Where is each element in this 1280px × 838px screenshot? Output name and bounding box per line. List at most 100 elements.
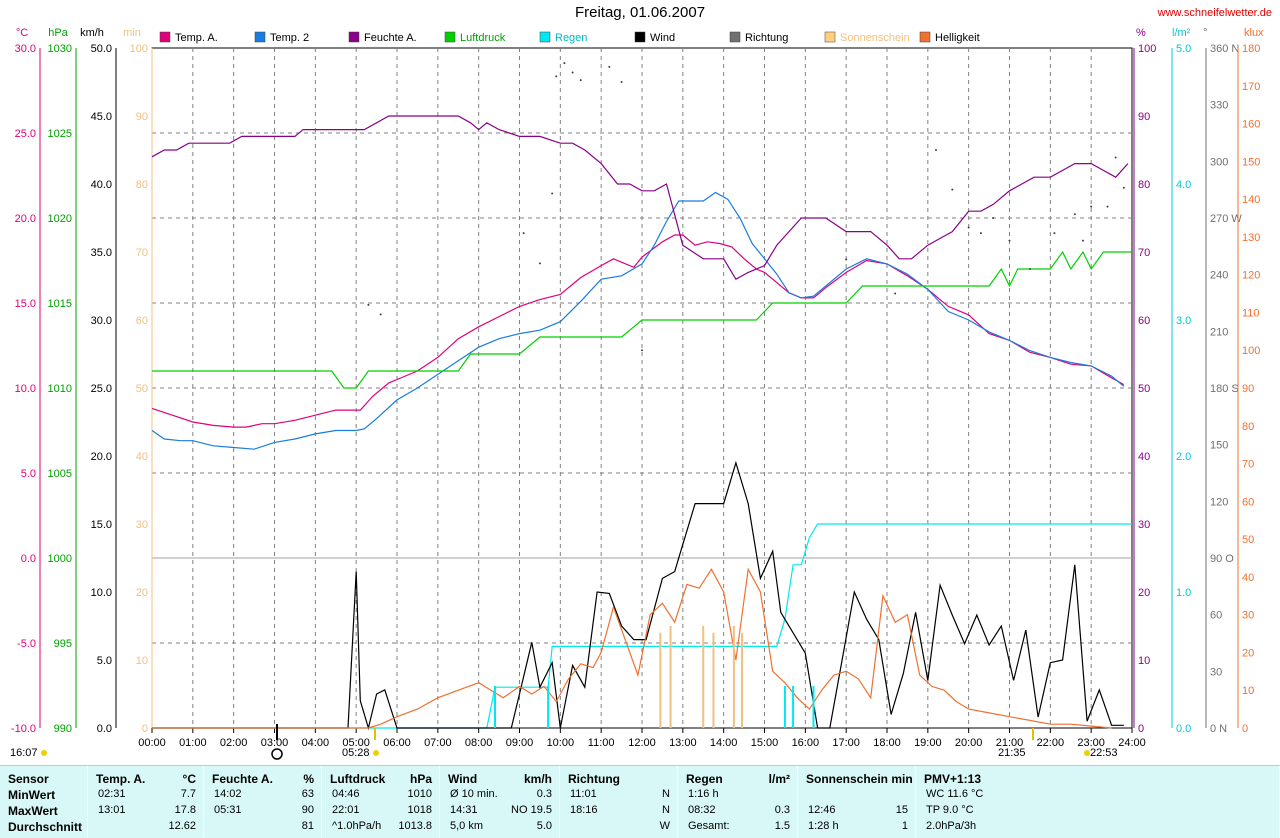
axis-tick-sun: 50 — [136, 383, 148, 395]
direction-point — [894, 292, 897, 295]
x-tick-label: 01:00 — [179, 737, 207, 749]
x-tick-label: 15:00 — [751, 737, 779, 749]
axis-label-lux: klux — [1244, 27, 1264, 39]
cell-time: Gesamt: — [688, 820, 730, 832]
moonset-icon — [1084, 750, 1090, 756]
axis-tick-wind: 25.0 — [91, 383, 112, 395]
direction-point — [538, 262, 541, 265]
legend-item: Luftdruck — [460, 32, 506, 44]
legend-swatch — [824, 31, 836, 43]
direction-point — [979, 232, 982, 235]
table-column — [798, 766, 916, 838]
cell-time: TP 9.0 °C — [926, 804, 974, 816]
axis-tick-hum: 30 — [1138, 519, 1150, 531]
axis-tick-temp: 25.0 — [15, 128, 36, 140]
cell-time: 1:28 h — [808, 820, 839, 832]
x-tick-label: 19:00 — [914, 737, 942, 749]
axis-tick-lux: 120 — [1242, 270, 1260, 282]
direction-point — [620, 81, 623, 83]
axis-tick-lux: 110 — [1242, 307, 1260, 319]
x-tick-label: 16:00 — [792, 737, 820, 749]
axis-tick-hum: 40 — [1138, 451, 1150, 463]
cell-value: 15 — [895, 804, 908, 816]
axis-tick-temp: 15.0 — [15, 298, 36, 310]
table-column — [0, 766, 88, 838]
axis-tick-lux: 170 — [1242, 81, 1260, 93]
axis-label-wind: km/h — [80, 27, 104, 39]
site-url[interactable]: www.schneifelwetter.de — [1157, 7, 1272, 19]
axis-tick-sun: 80 — [136, 179, 148, 191]
axis-tick-temp: -10.0 — [11, 723, 36, 735]
axis-tick-dir: 210 — [1210, 326, 1228, 338]
cell-time: WC 11.6 °C — [926, 788, 984, 800]
axis-tick-lux: 50 — [1242, 534, 1254, 546]
axis-tick-hum: 80 — [1138, 179, 1150, 191]
axis-label-rain: l/m² — [1172, 27, 1191, 39]
axis-tick-sun: 40 — [136, 451, 148, 463]
axis-tick-wind: 35.0 — [91, 247, 112, 259]
table-column — [440, 766, 560, 838]
legend-swatch — [348, 31, 360, 43]
direction-point — [935, 149, 937, 151]
column-header: Sonnenschein min — [806, 772, 913, 786]
cell-value: 1018 — [407, 804, 432, 816]
legend-item: Temp. A. — [175, 32, 218, 44]
cell-value: 5.0 — [536, 820, 552, 832]
axis-tick-lux: 140 — [1242, 194, 1260, 206]
cell-value: 1010 — [407, 788, 432, 800]
column-header: Richtung — [568, 772, 620, 786]
direction-point — [571, 71, 574, 74]
x-tick-label: 23:00 — [1077, 737, 1105, 749]
x-tick-label: 18:00 — [873, 737, 901, 749]
legend-swatch — [254, 31, 266, 43]
direction-point — [1122, 186, 1125, 189]
axis-tick-press: 1020 — [48, 213, 72, 225]
axis-tick-press: 1030 — [48, 43, 72, 55]
column-unit: km/h — [523, 772, 552, 786]
axis-tick-lux: 60 — [1242, 496, 1254, 508]
x-tick-label: 02:00 — [220, 737, 248, 749]
axis-tick-hum: 50 — [1138, 383, 1150, 395]
summary-table: Sensor MinWert MaxWert Durchschnitt Temp. A.… — [0, 765, 1280, 838]
x-tick-label: 24:00 — [1118, 737, 1146, 749]
x-tick-label: 13:00 — [669, 737, 697, 749]
legend-swatch — [444, 31, 456, 43]
cell-time: 22:01 — [332, 804, 360, 816]
direction-point — [1082, 239, 1084, 242]
table-column — [560, 766, 678, 838]
axis-tick-dir: 330 — [1210, 100, 1228, 112]
axis-tick-hum: 0 — [1138, 723, 1144, 735]
axis-tick-wind: 50.0 — [91, 43, 112, 55]
axis-tick-press: 1000 — [48, 553, 72, 565]
axis-tick-press: 1025 — [48, 128, 72, 140]
axis-tick-wind: 0.0 — [97, 723, 112, 735]
axis-tick-hum: 10 — [1138, 655, 1150, 667]
axis-tick-temp: -5.0 — [17, 638, 36, 650]
daylength-label: 16:07 — [10, 747, 38, 759]
series-line-helligkeit — [152, 567, 1112, 729]
cell-time: 08:32 — [688, 804, 716, 816]
row-label: MaxWert — [8, 804, 58, 818]
cell-value: W — [659, 820, 670, 832]
axis-tick-rain: 4.0 — [1176, 179, 1191, 191]
direction-point — [551, 192, 554, 195]
axis-tick-press: 1005 — [48, 468, 72, 480]
axis-tick-rain: 2.0 — [1176, 451, 1191, 463]
axis-tick-hum: 100 — [1138, 43, 1156, 55]
column-unit: °C — [182, 772, 196, 786]
axis-label-hum: % — [1136, 27, 1146, 39]
series-line-feuchtea — [151, 115, 1129, 281]
cell-time: 2.0hPa/3h — [926, 820, 977, 832]
direction-point — [845, 258, 848, 261]
column-header: Luftdruck — [330, 772, 386, 786]
axis-label-press: hPa — [48, 27, 68, 39]
direction-point — [1106, 205, 1109, 208]
direction-point — [367, 303, 370, 306]
direction-point — [1028, 268, 1031, 270]
cell-time: 5,0 km — [450, 820, 484, 832]
column-header: PMV+1:13 — [924, 772, 982, 786]
column-header: Wind — [448, 772, 478, 786]
legend-item: Wind — [650, 32, 675, 44]
direction-point — [555, 75, 558, 78]
series-line-regen — [152, 523, 1132, 729]
